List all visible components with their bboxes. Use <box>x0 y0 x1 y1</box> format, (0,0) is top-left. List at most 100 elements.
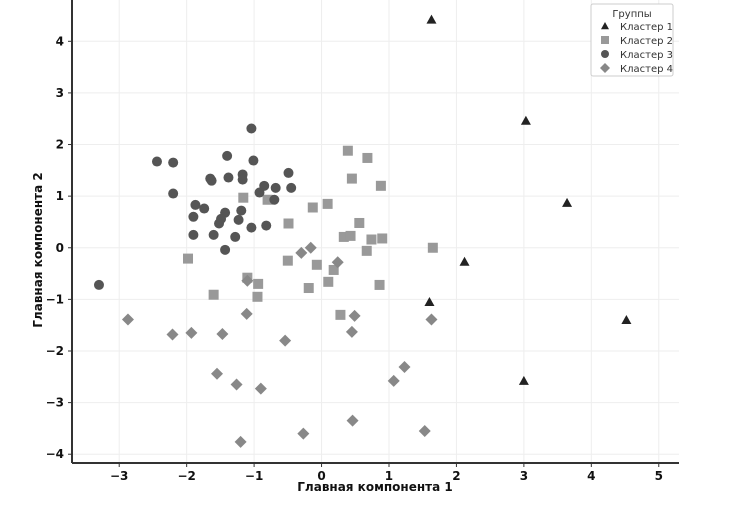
point-cluster-3 <box>188 229 199 240</box>
point-cluster-4 <box>297 427 310 440</box>
y-tick-label: −2 <box>46 344 64 358</box>
point-cluster-3 <box>236 205 247 216</box>
point-cluster-2 <box>253 278 264 289</box>
x-tick-label: 1 <box>385 469 393 483</box>
point-cluster-2 <box>345 230 356 241</box>
point-cluster-3 <box>199 203 210 214</box>
y-tick-label: −3 <box>46 396 64 410</box>
point-cluster-2 <box>262 194 273 205</box>
legend-marker-diamond-icon <box>600 63 610 73</box>
legend-box <box>590 3 674 77</box>
point-cluster-4 <box>240 307 253 320</box>
point-cluster-3 <box>223 172 234 183</box>
point-cluster-4 <box>234 435 247 448</box>
point-cluster-4 <box>121 313 134 326</box>
point-cluster-2 <box>342 145 353 156</box>
point-cluster-2 <box>377 233 388 244</box>
point-cluster-3 <box>188 211 199 222</box>
point-cluster-2 <box>328 264 339 275</box>
point-cluster-3 <box>222 150 233 161</box>
point-cluster-2 <box>335 309 346 320</box>
point-cluster-2 <box>252 291 263 302</box>
point-cluster-1 <box>424 296 435 306</box>
point-cluster-2 <box>361 245 372 256</box>
point-cluster-3 <box>168 188 179 199</box>
point-cluster-2 <box>362 152 373 163</box>
legend-item: Кластер 4 <box>600 63 673 75</box>
point-cluster-4 <box>241 274 254 287</box>
point-cluster-3 <box>246 123 257 134</box>
legend-label: Кластер 2 <box>620 36 673 47</box>
point-cluster-1 <box>518 375 529 385</box>
point-cluster-2 <box>323 276 334 287</box>
ticks: −3 −2 −1 0 1 2 3 4 5 −4 −3 −2 −1 0 1 2 3 4 <box>46 34 663 483</box>
point-cluster-4 <box>425 313 438 326</box>
point-cluster-2 <box>375 180 386 191</box>
legend-item: Кластер 3 <box>601 50 673 61</box>
point-cluster-3 <box>237 174 248 185</box>
point-cluster-3 <box>259 180 270 191</box>
point-cluster-3 <box>168 157 179 168</box>
point-cluster-3 <box>283 167 294 178</box>
point-cluster-4 <box>418 424 431 437</box>
point-cluster-4 <box>348 309 361 322</box>
point-cluster-2 <box>338 231 349 242</box>
point-cluster-2 <box>238 192 249 203</box>
point-cluster-3 <box>248 155 259 166</box>
legend-marker-triangle-icon <box>601 22 609 30</box>
point-cluster-3 <box>269 194 280 205</box>
data-points <box>93 14 632 448</box>
point-cluster-3 <box>208 229 219 240</box>
point-cluster-3 <box>151 156 162 167</box>
point-cluster-4 <box>230 378 243 391</box>
point-cluster-2 <box>354 217 365 228</box>
legend-item: Кластер 1 <box>601 22 673 33</box>
point-cluster-4 <box>346 414 359 427</box>
legend: Группы Кластер 1 Кластер 2 Кластер 3 Класте… <box>590 3 674 77</box>
point-cluster-2 <box>208 289 219 300</box>
axes <box>71 0 679 464</box>
point-cluster-3 <box>270 182 281 193</box>
legend-title: Группы <box>612 9 651 20</box>
point-cluster-2 <box>183 253 194 264</box>
x-tick-label: 3 <box>520 469 528 483</box>
point-cluster-3 <box>230 231 241 242</box>
y-tick-label: 1 <box>56 189 64 203</box>
legend-label: Кластер 4 <box>620 64 673 75</box>
y-axis-label: Главная компонента 2 <box>31 172 45 327</box>
x-tick-label: 5 <box>655 469 663 483</box>
point-cluster-1 <box>520 115 531 125</box>
series-cluster-4 <box>121 241 438 448</box>
point-cluster-4 <box>295 246 308 259</box>
series-cluster-3 <box>93 123 297 290</box>
grid <box>72 0 679 463</box>
x-tick-label: −1 <box>245 469 263 483</box>
point-cluster-3 <box>220 244 231 255</box>
point-cluster-4 <box>345 325 358 338</box>
point-cluster-3 <box>286 182 297 193</box>
point-cluster-2 <box>282 255 293 266</box>
point-cluster-3 <box>233 214 244 225</box>
point-cluster-3 <box>206 175 217 186</box>
legend-item: Кластер 2 <box>601 36 673 47</box>
legend-label: Кластер 1 <box>620 22 673 33</box>
point-cluster-1 <box>426 14 437 24</box>
point-cluster-4 <box>216 327 229 340</box>
point-cluster-3 <box>246 222 257 233</box>
series-cluster-1 <box>424 14 632 385</box>
x-tick-label: 4 <box>587 469 595 483</box>
series-cluster-2 <box>183 145 438 320</box>
legend-label: Кластер 3 <box>620 50 673 61</box>
x-axis-label: Главная компонента 1 <box>297 480 452 494</box>
legend-marker-square-icon <box>601 36 609 44</box>
point-cluster-2 <box>303 283 314 294</box>
point-cluster-4 <box>304 241 317 254</box>
x-tick-label: −2 <box>177 469 195 483</box>
point-cluster-4 <box>398 360 411 373</box>
y-tick-label: 4 <box>56 34 64 48</box>
point-cluster-3 <box>214 218 225 229</box>
y-tick-label: 2 <box>56 138 64 152</box>
y-tick-label: −4 <box>46 447 64 461</box>
x-tick-label: 2 <box>452 469 460 483</box>
